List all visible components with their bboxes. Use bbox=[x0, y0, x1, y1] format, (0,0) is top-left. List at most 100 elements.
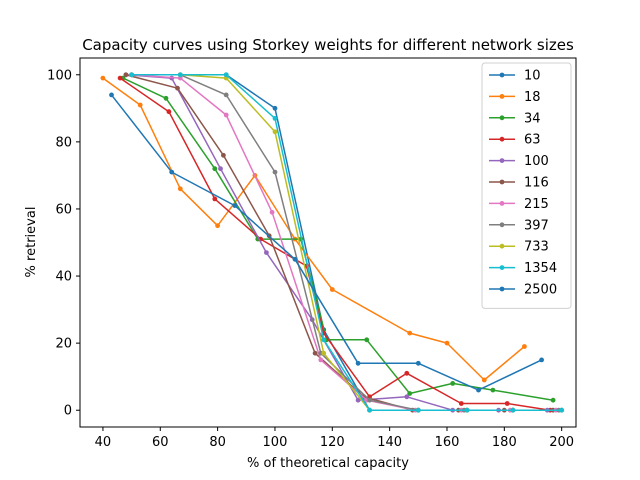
data-point bbox=[109, 92, 114, 98]
legend-swatch-marker bbox=[499, 179, 505, 185]
legend-swatch-marker bbox=[499, 222, 505, 228]
legend-label: 2500 bbox=[524, 283, 557, 298]
data-point bbox=[221, 152, 226, 158]
legend-entry-10: 10 bbox=[489, 69, 541, 84]
data-point bbox=[223, 92, 229, 98]
data-point bbox=[223, 75, 229, 81]
data-point bbox=[177, 75, 183, 81]
data-point bbox=[272, 129, 278, 135]
data-point bbox=[312, 350, 318, 356]
series-1354 bbox=[129, 72, 565, 413]
data-point bbox=[355, 360, 361, 366]
legend-label: 1354 bbox=[524, 261, 557, 276]
data-point bbox=[404, 394, 410, 400]
plot-area bbox=[100, 72, 565, 413]
data-point bbox=[318, 357, 324, 363]
legend-entry-100: 100 bbox=[489, 154, 549, 169]
legend-entry-215: 215 bbox=[489, 197, 549, 212]
data-point bbox=[169, 169, 175, 175]
legend-label: 34 bbox=[524, 111, 541, 126]
legend-swatch-marker bbox=[499, 115, 505, 121]
data-point bbox=[329, 287, 335, 292]
data-point bbox=[476, 387, 481, 393]
data-point bbox=[458, 401, 464, 406]
legend-swatch-marker bbox=[499, 201, 505, 206]
data-point bbox=[272, 105, 278, 111]
data-point bbox=[367, 407, 372, 413]
legend-swatch-marker bbox=[499, 136, 505, 142]
legend-swatch-marker bbox=[499, 158, 505, 164]
data-point bbox=[481, 377, 487, 383]
legend-entry-63: 63 bbox=[489, 133, 541, 148]
data-point bbox=[175, 85, 180, 91]
data-point bbox=[223, 72, 229, 78]
x-tick-label: 200 bbox=[549, 435, 574, 450]
data-point bbox=[321, 337, 327, 343]
legend-entry-1354: 1354 bbox=[489, 261, 557, 276]
data-point bbox=[510, 407, 516, 413]
legend-swatch-marker bbox=[499, 265, 505, 270]
data-point bbox=[117, 75, 123, 81]
y-axis-label: % retrieval bbox=[24, 207, 39, 278]
data-point bbox=[272, 169, 278, 175]
series-line-2500 bbox=[110, 94, 542, 391]
data-point bbox=[129, 72, 135, 78]
legend-entry-116: 116 bbox=[489, 176, 549, 191]
data-point bbox=[212, 196, 218, 202]
data-point bbox=[355, 397, 361, 403]
data-point bbox=[404, 370, 410, 376]
data-point bbox=[504, 401, 510, 406]
data-point bbox=[444, 340, 450, 346]
data-point bbox=[223, 112, 229, 118]
x-tick-label: 140 bbox=[377, 435, 402, 450]
legend-swatch-marker bbox=[499, 94, 505, 99]
data-point bbox=[269, 209, 275, 215]
x-axis-label: % of theoretical capacity bbox=[247, 456, 409, 471]
data-point bbox=[407, 330, 413, 336]
data-point bbox=[364, 337, 370, 343]
legend-label: 116 bbox=[524, 176, 549, 191]
data-point bbox=[464, 407, 470, 413]
data-point bbox=[539, 357, 544, 363]
x-tick-label: 80 bbox=[209, 435, 226, 450]
data-point bbox=[123, 72, 129, 78]
data-point bbox=[163, 95, 169, 101]
data-point bbox=[166, 109, 172, 115]
legend-entry-34: 34 bbox=[489, 111, 541, 126]
y-tick-label: 40 bbox=[55, 270, 72, 285]
data-point bbox=[232, 203, 238, 209]
legend-swatch-marker bbox=[499, 286, 505, 292]
legend-label: 733 bbox=[524, 240, 549, 255]
data-point bbox=[292, 256, 298, 262]
y-tick-label: 60 bbox=[55, 202, 72, 217]
legend-frame bbox=[481, 62, 572, 309]
axes-frame bbox=[79, 57, 577, 428]
x-tick-label: 100 bbox=[263, 435, 288, 450]
legend-entry-733: 733 bbox=[489, 240, 549, 255]
data-point bbox=[450, 381, 456, 386]
legend-swatch-marker bbox=[499, 72, 505, 78]
x-tick-label: 120 bbox=[320, 435, 345, 450]
legend-label: 10 bbox=[524, 69, 541, 84]
data-point bbox=[137, 102, 143, 108]
data-point bbox=[550, 397, 556, 403]
legend-swatch-marker bbox=[499, 243, 505, 249]
legend: 10 18 34 63 100 116 215 397 733 1354 2500 bbox=[481, 62, 572, 309]
series-line-18 bbox=[102, 77, 525, 381]
data-point bbox=[272, 116, 278, 121]
y-tick-label: 0 bbox=[64, 404, 72, 419]
data-point bbox=[367, 397, 372, 403]
axis-ticks: 40 60 80 100 120 140 160 180 200 0 20 40 60 80 100 bbox=[47, 68, 574, 450]
legend-label: 63 bbox=[524, 133, 541, 148]
y-tick-label: 80 bbox=[55, 135, 72, 150]
data-point bbox=[177, 72, 183, 78]
data-point bbox=[177, 186, 183, 192]
y-tick-label: 20 bbox=[55, 337, 72, 352]
data-point bbox=[215, 223, 221, 229]
x-tick-label: 180 bbox=[492, 435, 517, 450]
data-point bbox=[321, 350, 327, 356]
legend-entry-397: 397 bbox=[489, 218, 549, 233]
x-tick-label: 40 bbox=[95, 435, 112, 450]
data-point bbox=[212, 166, 218, 172]
